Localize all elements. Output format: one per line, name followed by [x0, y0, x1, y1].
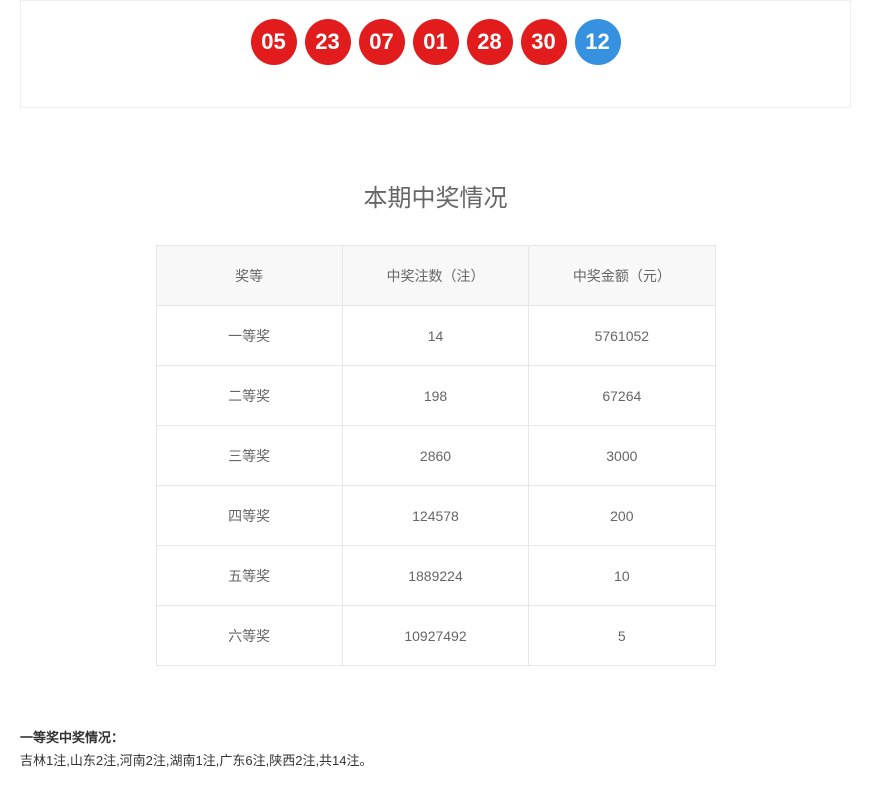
lottery-ball: 05: [251, 19, 297, 65]
table-cell: 3000: [529, 426, 715, 486]
table-cell: 2860: [342, 426, 528, 486]
first-prize-note-detail: 吉林1注,山东2注,河南2注,湖南1注,广东6注,陕西2注,共14注。: [20, 753, 373, 768]
lottery-ball: 07: [359, 19, 405, 65]
section-title: 本期中奖情况: [0, 178, 871, 213]
prize-table: 奖等 中奖注数（注） 中奖金额（元） 一等奖 14 5761052 二等奖 19…: [156, 245, 716, 666]
table-header-win-amount: 中奖金额（元）: [529, 246, 715, 306]
table-cell: 一等奖: [156, 306, 342, 366]
lottery-ball: 23: [305, 19, 351, 65]
lottery-ball: 01: [413, 19, 459, 65]
table-row: 一等奖 14 5761052: [156, 306, 715, 366]
first-prize-note: 一等奖中奖情况： 吉林1注,山东2注,河南2注,湖南1注,广东6注,陕西2注,共…: [20, 726, 851, 773]
table-cell: 5: [529, 606, 715, 666]
lottery-ball: 30: [521, 19, 567, 65]
lottery-balls-row: 05 23 07 01 28 30 12: [21, 19, 850, 65]
table-cell: 二等奖: [156, 366, 342, 426]
lottery-ball: 28: [467, 19, 513, 65]
table-header-row: 奖等 中奖注数（注） 中奖金额（元）: [156, 246, 715, 306]
first-prize-note-label: 一等奖中奖情况：: [20, 730, 124, 745]
lottery-ball: 12: [575, 19, 621, 65]
table-row: 二等奖 198 67264: [156, 366, 715, 426]
table-header-prize-level: 奖等: [156, 246, 342, 306]
table-cell: 四等奖: [156, 486, 342, 546]
table-cell: 14: [342, 306, 528, 366]
table-header-win-count: 中奖注数（注）: [342, 246, 528, 306]
table-cell: 五等奖: [156, 546, 342, 606]
table-row: 四等奖 124578 200: [156, 486, 715, 546]
table-cell: 5761052: [529, 306, 715, 366]
table-cell: 200: [529, 486, 715, 546]
table-cell: 124578: [342, 486, 528, 546]
table-cell: 10927492: [342, 606, 528, 666]
table-row: 六等奖 10927492 5: [156, 606, 715, 666]
lottery-balls-panel: 05 23 07 01 28 30 12: [20, 0, 851, 108]
table-cell: 三等奖: [156, 426, 342, 486]
table-cell: 198: [342, 366, 528, 426]
table-cell: 1889224: [342, 546, 528, 606]
table-row: 五等奖 1889224 10: [156, 546, 715, 606]
table-cell: 10: [529, 546, 715, 606]
table-cell: 六等奖: [156, 606, 342, 666]
table-row: 三等奖 2860 3000: [156, 426, 715, 486]
table-cell: 67264: [529, 366, 715, 426]
